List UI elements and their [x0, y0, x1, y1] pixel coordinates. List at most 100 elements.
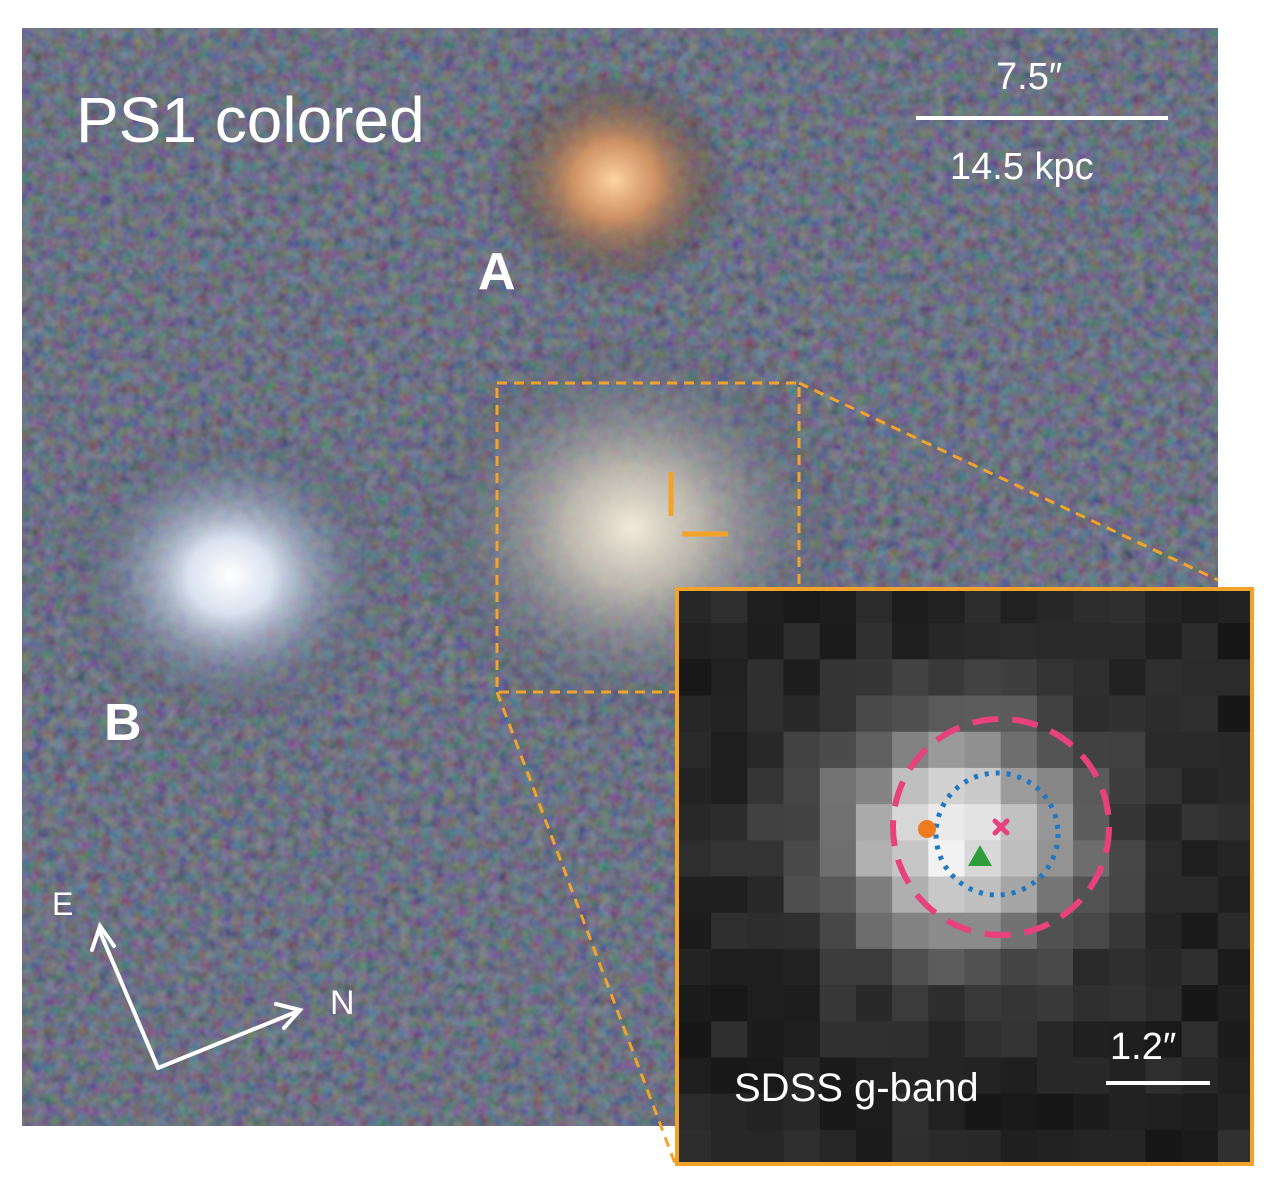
- inset-pixel: [855, 1057, 893, 1095]
- inset-pixel: [1073, 623, 1110, 660]
- inset-pixel: [1036, 876, 1074, 914]
- inset-pixel: [1073, 659, 1110, 697]
- inset-pixel: [1109, 912, 1147, 950]
- inset-pixel: [1036, 1021, 1074, 1059]
- inset-pixel: [892, 985, 929, 1022]
- inset-pixel: [675, 659, 712, 697]
- inset-pixel: [783, 948, 821, 986]
- inset-pixel: [819, 985, 857, 1022]
- inset-pixel: [1109, 659, 1147, 697]
- inset-pixel: [819, 948, 857, 986]
- inset-pixel: [892, 948, 929, 986]
- inset-pixel: [928, 876, 966, 914]
- inset-pixel: [1036, 1093, 1074, 1131]
- inset-pixel: [1109, 1093, 1147, 1131]
- inset-pixel: [892, 876, 929, 914]
- inset-pixel: [675, 695, 712, 733]
- inset-pixel: [1109, 1057, 1147, 1095]
- inset-pixel: [1109, 695, 1147, 733]
- inset-pixel: [855, 985, 893, 1022]
- inset-pixel: [892, 1057, 929, 1095]
- inset-pixel: [1109, 623, 1147, 660]
- inset-pixel: [675, 804, 712, 841]
- inset-pixel: [1073, 912, 1110, 950]
- inset-pixel: [747, 1057, 785, 1095]
- inset-pixel: [711, 804, 748, 841]
- inset-pixel: [711, 912, 748, 950]
- inset-pixel: [1073, 1129, 1110, 1166]
- inset-pixel: [1181, 985, 1219, 1022]
- scale-physical-label: 14.5 kpc: [950, 146, 1094, 188]
- inset-pixel: [1073, 731, 1110, 769]
- inset-pixel: [783, 767, 821, 805]
- orange-circle-marker: [918, 820, 936, 838]
- inset-pixel: [1036, 804, 1074, 841]
- inset-pixel: [1217, 985, 1254, 1022]
- inset-pixel: [1000, 1129, 1038, 1166]
- inset-pixel: [1217, 840, 1254, 878]
- galaxy-a-label: A: [478, 243, 516, 301]
- inset-pixel: [747, 912, 785, 950]
- inset-pixel: [747, 804, 785, 841]
- inset-pixel: [1073, 1057, 1110, 1095]
- inset-pixel: [1000, 840, 1038, 878]
- inset-pixel: [892, 912, 929, 950]
- sdss-inset: [675, 587, 1254, 1166]
- inset-pixel: [783, 695, 821, 733]
- inset-pixel: [711, 840, 748, 878]
- compass-north-label: N: [330, 984, 355, 1022]
- inset-pixel: [1217, 1057, 1254, 1095]
- inset-pixel: [1073, 1021, 1110, 1059]
- inset-pixel: [675, 1057, 712, 1095]
- inset-pixel: [1145, 695, 1183, 733]
- inset-pixel: [783, 804, 821, 841]
- inset-pixel: [1000, 623, 1038, 660]
- inset-pixel: [819, 731, 857, 769]
- inset-pixel: [1036, 767, 1074, 805]
- inset-pixel: [1073, 948, 1110, 986]
- inset-pixel: [928, 1021, 966, 1059]
- inset-pixel: [819, 1057, 857, 1095]
- inset-pixel: [711, 985, 748, 1022]
- inset-pixel: [1109, 1129, 1147, 1166]
- inset-pixel: [783, 985, 821, 1022]
- inset-pixel: [675, 1021, 712, 1059]
- inset-pixel: [747, 1093, 785, 1131]
- inset-pixel: [928, 623, 966, 660]
- inset-pixel: [855, 731, 893, 769]
- inset-pixel: [1217, 695, 1254, 733]
- inset-pixel: [747, 985, 785, 1022]
- inset-pixel: [1109, 1021, 1147, 1059]
- inset-pixel: [855, 840, 893, 878]
- inset-pixel: [675, 767, 712, 805]
- inset-pixel: [1217, 731, 1254, 769]
- inset-pixel: [1036, 1129, 1074, 1166]
- inset-pixel: [1145, 985, 1183, 1022]
- inset-pixel: [1217, 659, 1254, 697]
- inset-pixel: [711, 659, 748, 697]
- inset-pixel: [819, 767, 857, 805]
- inset-pixel: [1000, 659, 1038, 697]
- inset-pixel: [1181, 1129, 1219, 1166]
- inset-pixel: [711, 1129, 748, 1166]
- inset-pixel: [711, 1057, 748, 1095]
- inset-pixel: [892, 840, 929, 878]
- inset-pixel: [747, 659, 785, 697]
- pink-cross-marker: [992, 818, 1010, 836]
- inset-pixel: [1109, 948, 1147, 986]
- inset-pixel: [819, 659, 857, 697]
- inset-pixel: [892, 659, 929, 697]
- inset-pixel: [964, 731, 1002, 769]
- inset-pixel: [1181, 767, 1219, 805]
- inset-pixel: [964, 1057, 1002, 1095]
- inset-pixel: [964, 1129, 1002, 1166]
- inset-pixel: [964, 659, 1002, 697]
- inset-pixel: [675, 1093, 712, 1131]
- inset-pixel: [1109, 876, 1147, 914]
- inset-pixel: [892, 695, 929, 733]
- compass-arrows: [90, 921, 304, 1070]
- inset-markers: [890, 716, 1210, 1085]
- inset-pixel: [819, 1129, 857, 1166]
- inset-pixel: [1109, 767, 1147, 805]
